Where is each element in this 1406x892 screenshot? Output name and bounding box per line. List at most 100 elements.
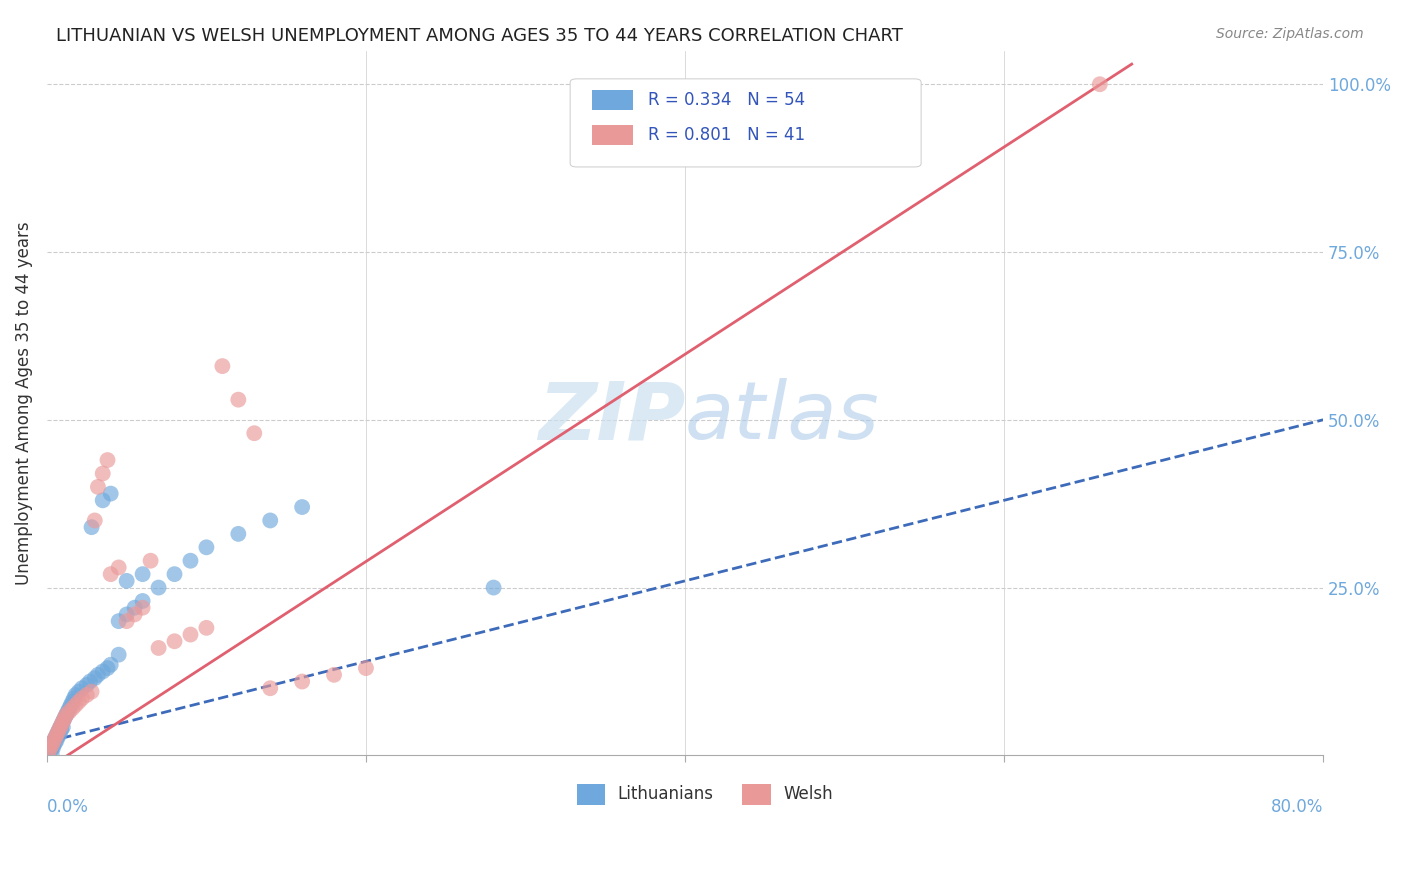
Point — [115, 614, 138, 628]
FancyBboxPatch shape — [576, 783, 605, 805]
Point — [291, 674, 314, 689]
Point — [107, 648, 129, 662]
Point — [42, 735, 65, 749]
FancyBboxPatch shape — [571, 78, 921, 167]
Point — [76, 678, 98, 692]
Point — [148, 640, 170, 655]
Point — [139, 554, 162, 568]
Point — [195, 621, 218, 635]
Text: R = 0.334   N = 54: R = 0.334 N = 54 — [648, 91, 806, 109]
Point — [37, 745, 59, 759]
Point — [115, 574, 138, 588]
Point — [91, 665, 114, 679]
Point — [259, 681, 281, 696]
Point — [179, 554, 201, 568]
FancyBboxPatch shape — [592, 126, 633, 145]
Point — [100, 657, 122, 672]
Point — [179, 627, 201, 641]
Point — [41, 739, 63, 753]
Point — [70, 691, 93, 706]
Point — [124, 600, 146, 615]
Text: 0.0%: 0.0% — [46, 797, 89, 815]
Text: Source: ZipAtlas.com: Source: ZipAtlas.com — [1216, 27, 1364, 41]
Point — [243, 426, 266, 441]
Point — [63, 691, 86, 706]
Point — [41, 741, 63, 756]
Point — [96, 661, 118, 675]
Point — [41, 739, 63, 753]
Point — [67, 695, 90, 709]
Text: Lithuanians: Lithuanians — [617, 785, 713, 803]
Point — [65, 698, 87, 712]
Point — [55, 708, 77, 723]
Point — [62, 701, 84, 715]
Point — [58, 705, 80, 719]
Point — [62, 695, 84, 709]
Point — [91, 493, 114, 508]
Point — [100, 486, 122, 500]
Point — [65, 688, 87, 702]
Point — [131, 567, 153, 582]
Point — [96, 453, 118, 467]
Point — [211, 359, 233, 373]
Point — [100, 567, 122, 582]
Point — [39, 741, 62, 756]
Point — [51, 718, 73, 732]
FancyBboxPatch shape — [742, 783, 770, 805]
Point — [46, 724, 69, 739]
Text: R = 0.801   N = 41: R = 0.801 N = 41 — [648, 127, 806, 145]
Point — [42, 740, 65, 755]
Point — [83, 671, 105, 685]
Point — [53, 711, 76, 725]
Point — [53, 711, 76, 725]
Point — [51, 718, 73, 732]
Text: Welsh: Welsh — [783, 785, 832, 803]
Point — [56, 705, 79, 719]
Point — [228, 392, 250, 407]
FancyBboxPatch shape — [592, 90, 633, 110]
Point — [354, 661, 377, 675]
Point — [195, 541, 218, 555]
Point — [91, 467, 114, 481]
Point — [163, 567, 186, 582]
Point — [48, 722, 70, 736]
Point — [87, 668, 110, 682]
Point — [87, 480, 110, 494]
Point — [482, 581, 505, 595]
Point — [45, 728, 67, 742]
Point — [1088, 77, 1111, 91]
Point — [148, 581, 170, 595]
Point — [259, 513, 281, 527]
Point — [124, 607, 146, 622]
Point — [46, 724, 69, 739]
Point — [44, 731, 66, 746]
Point — [107, 560, 129, 574]
Point — [107, 614, 129, 628]
Point — [70, 681, 93, 696]
Point — [76, 688, 98, 702]
Point — [80, 520, 103, 534]
Point — [42, 735, 65, 749]
Point — [41, 747, 63, 761]
Point — [163, 634, 186, 648]
Point — [52, 714, 75, 729]
Point — [48, 727, 70, 741]
Point — [291, 500, 314, 514]
Point — [55, 708, 77, 723]
Point — [228, 527, 250, 541]
Point — [58, 701, 80, 715]
Point — [67, 684, 90, 698]
Point — [59, 698, 82, 712]
Point — [323, 668, 346, 682]
Point — [39, 743, 62, 757]
Point — [52, 720, 75, 734]
Point — [46, 730, 69, 744]
Point — [52, 714, 75, 729]
Point — [44, 731, 66, 746]
Point — [48, 722, 70, 736]
Point — [131, 600, 153, 615]
Point — [79, 674, 101, 689]
Text: ZIP: ZIP — [537, 378, 685, 456]
Point — [37, 745, 59, 759]
Point — [115, 607, 138, 622]
